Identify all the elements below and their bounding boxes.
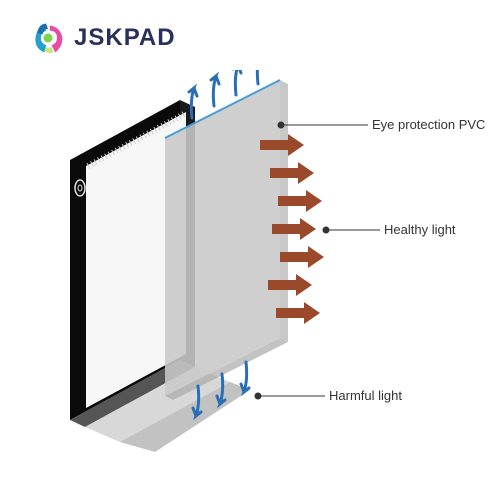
brand-logo: JSKPAD [30,20,176,56]
label-eye-protection: Eye protection PVC [372,117,485,132]
logo-text: JSKPAD [74,24,176,52]
label-harmful-light: Harmful light [329,388,402,403]
logo-mark-icon [30,20,66,56]
pvc-panel-layer [165,80,288,400]
light-filter-diagram: Eye protection PVC Healthy light Harmful… [0,70,500,490]
label-healthy-light: Healthy light [384,222,456,237]
